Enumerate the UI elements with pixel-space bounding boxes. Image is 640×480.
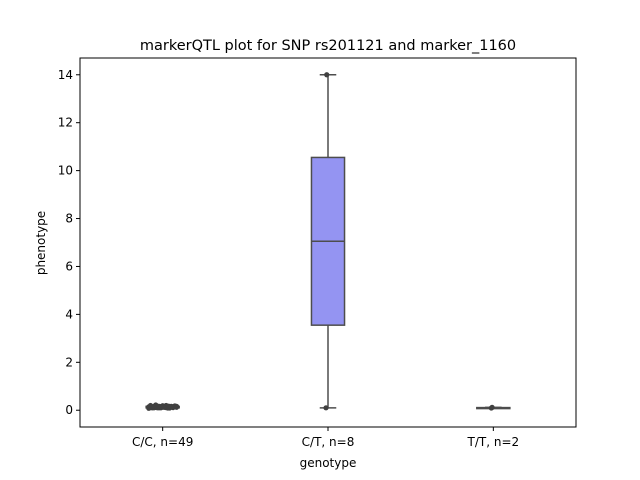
data-point (160, 404, 166, 410)
data-point (149, 404, 155, 410)
data-point (323, 405, 329, 411)
x-tick-label: T/T, n=2 (467, 435, 520, 449)
y-tick-label: 8 (65, 212, 73, 226)
data-point (173, 403, 180, 409)
x-tick-label: C/C, n=49 (132, 435, 193, 449)
y-axis-title: phenotype (34, 211, 48, 275)
x-tick-label: C/T, n=8 (302, 435, 355, 449)
y-tick-label: 14 (58, 68, 73, 82)
plot-marks (145, 72, 511, 411)
data-point (324, 72, 330, 78)
y-tick-label: 0 (65, 403, 73, 417)
y-axis: 0 2 4 6 8 10 12 14 (58, 68, 80, 417)
y-tick-label: 6 (65, 259, 73, 273)
y-tick-label: 10 (58, 164, 73, 178)
data-point (168, 404, 174, 410)
x-axis-title: genotype (300, 456, 357, 470)
x-axis: C/C, n=49 C/T, n=8 T/T, n=2 (132, 427, 519, 449)
chart-title: markerQTL plot for SNP rs201121 and mark… (140, 38, 516, 54)
data-point (489, 404, 495, 410)
data-point (154, 405, 161, 411)
box-group (310, 74, 346, 409)
y-tick-label: 4 (65, 307, 73, 321)
y-tick-label: 2 (65, 355, 73, 369)
y-tick-label: 12 (58, 116, 73, 130)
